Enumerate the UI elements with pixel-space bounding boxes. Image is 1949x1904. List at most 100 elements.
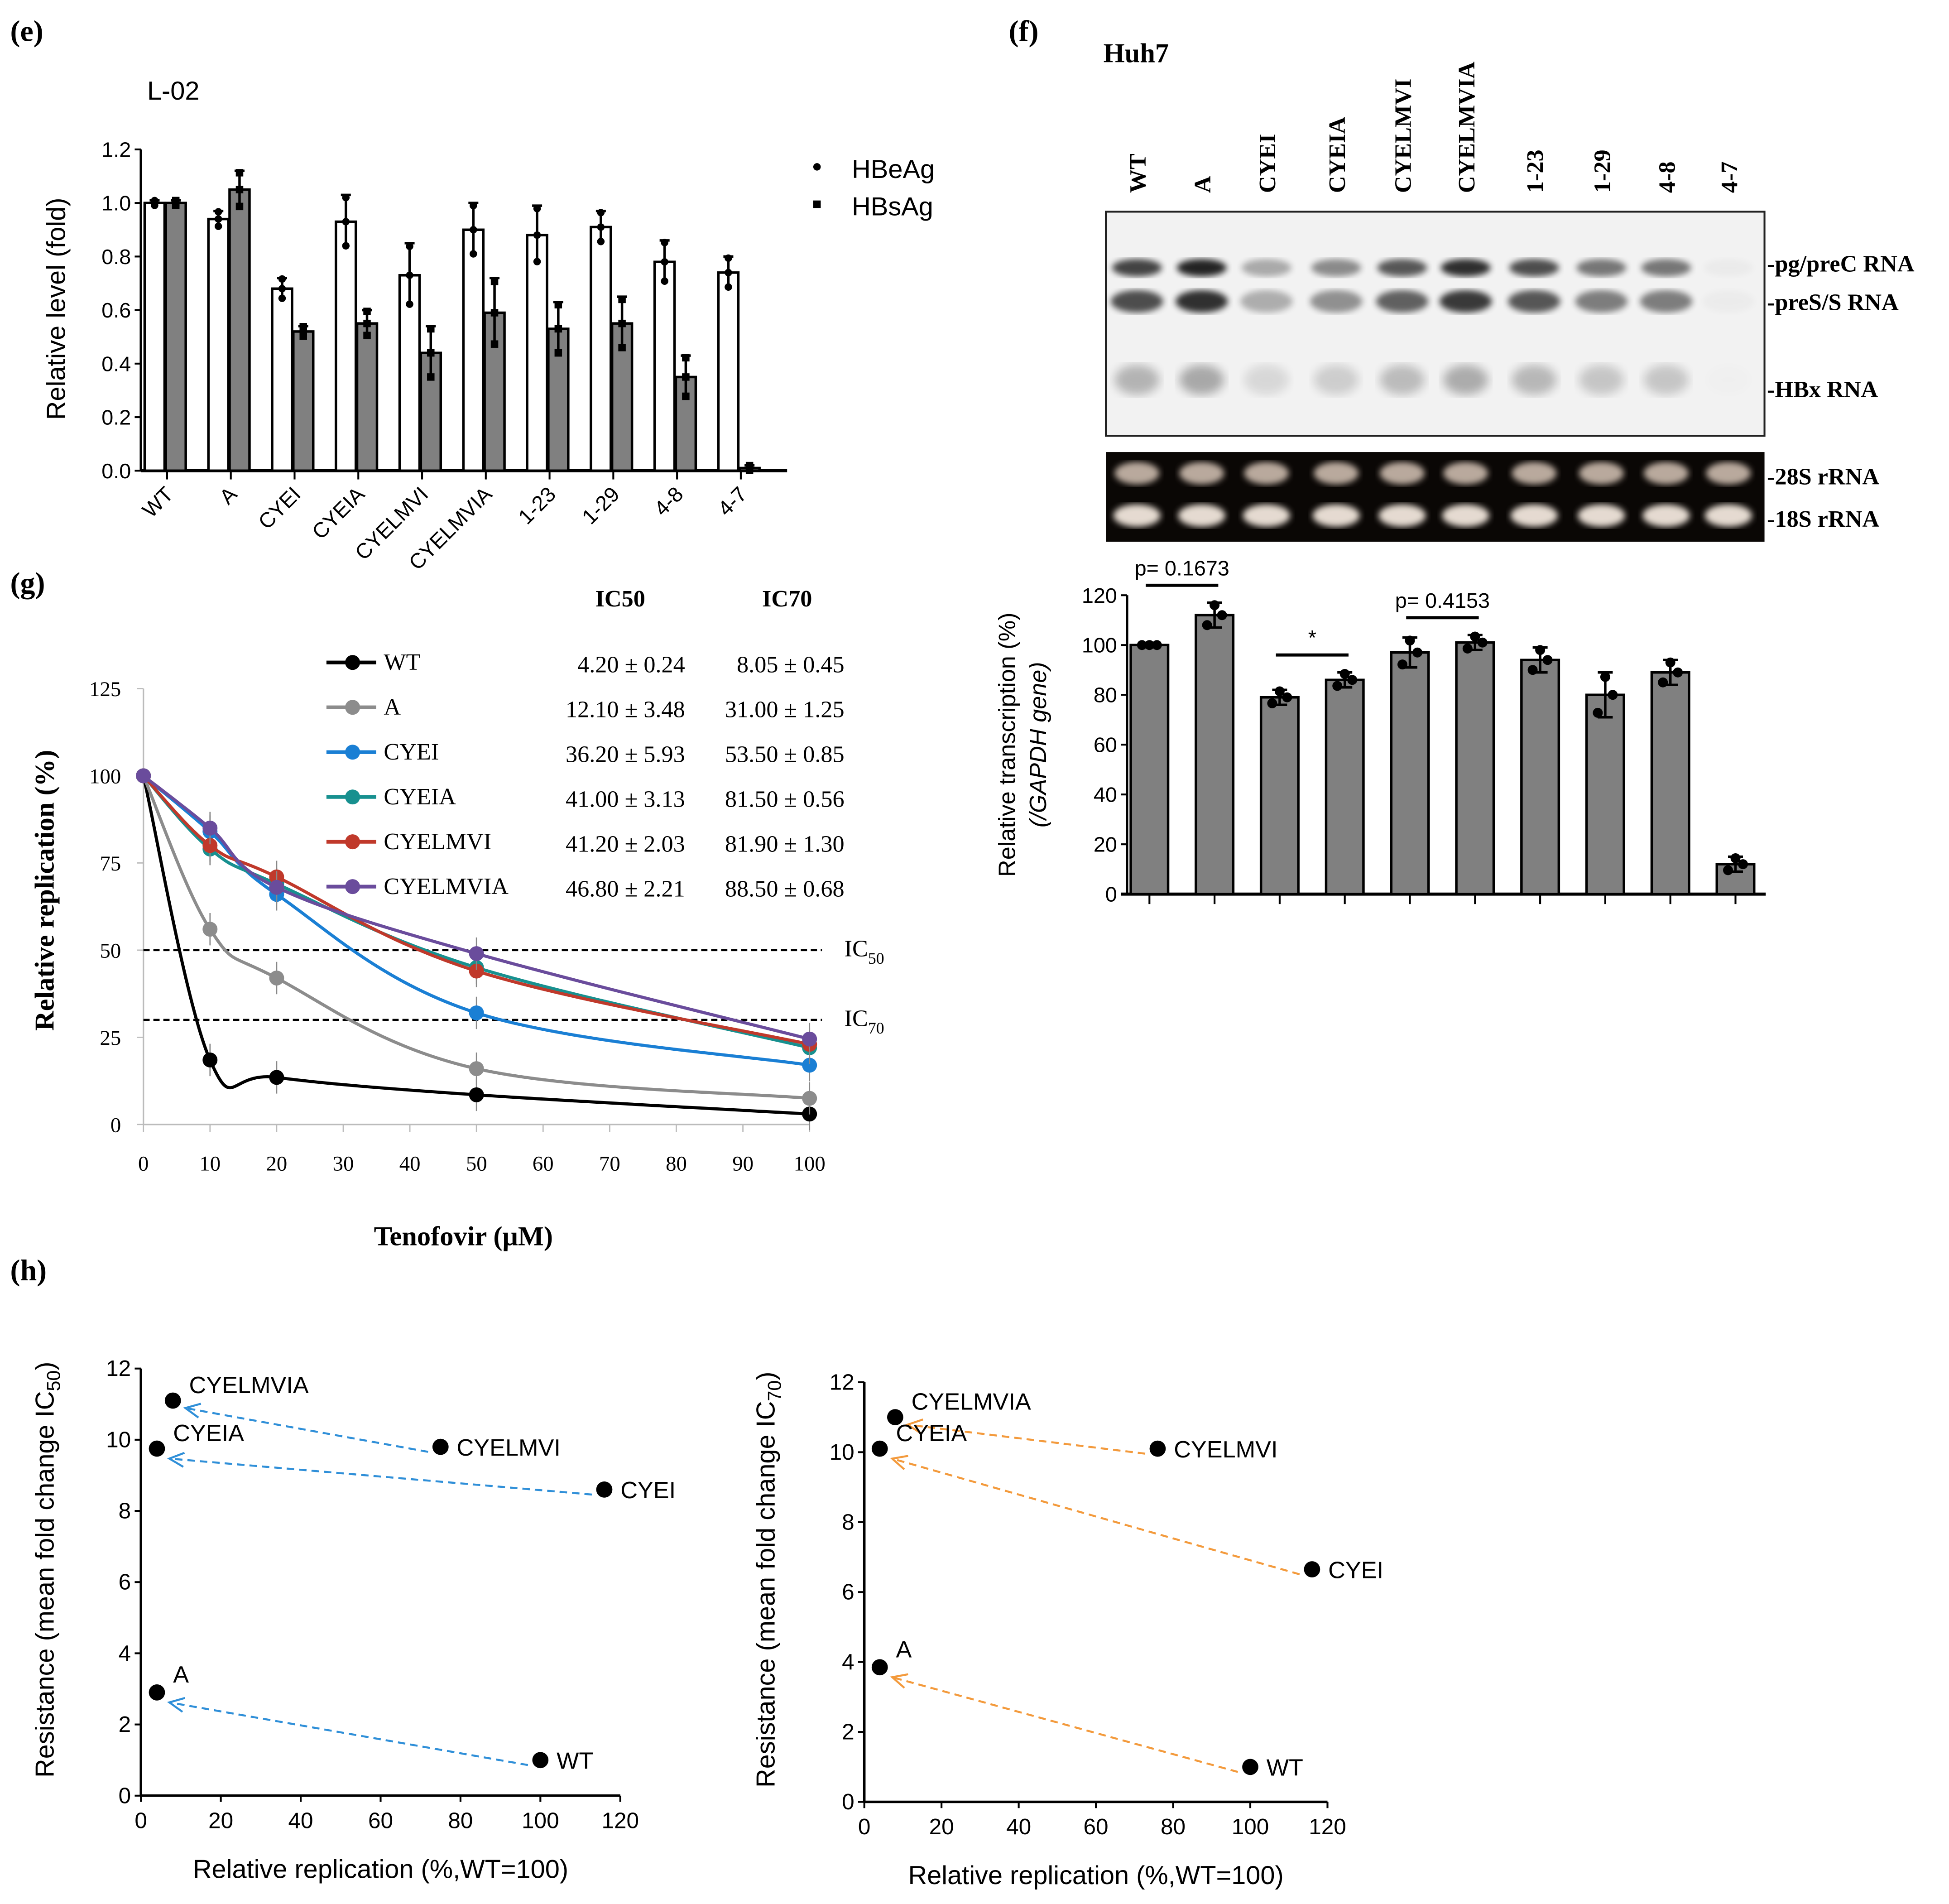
data-point [1202,620,1212,630]
x-axis-label: Relative replication (%,WT=100) [908,1861,1283,1890]
y-axis-label-end: ) [31,1361,60,1370]
band-28s [1379,462,1425,485]
data-point [490,340,499,348]
band-pgrna [1241,259,1291,277]
data-point-A [149,1684,165,1701]
legend-marker [345,834,360,850]
x-tick-label: 100 [794,1152,826,1176]
bar-CYEI [1259,696,1300,895]
band-label: -pg/preC RNA [1767,250,1915,277]
point-label: WT [557,1748,593,1774]
panel-f-northern-blot: Huh7 WT A CYEI CYEIA CYELMVI CYELMVIA 1-23 1-29 4… [1104,38,1915,542]
data-point [406,242,413,250]
y-tick-label: 8 [119,1499,131,1524]
arrowhead [905,1418,923,1434]
y-tick-label: 0.8 [101,245,131,269]
x-tick-label: CYEIA [307,482,370,544]
data-point [235,202,244,211]
data-point [554,325,562,333]
band-presrna [1176,290,1228,313]
lane-label: 1-29 [1589,149,1616,193]
x-tick-label: 40 [288,1808,313,1833]
data-point [618,319,626,327]
y-tick-label: 40 [1094,783,1117,807]
x-tick-label: A [215,482,241,509]
x-tick-label: 20 [266,1152,288,1176]
band-pgrna [1440,259,1491,277]
band-hbx [1314,365,1359,395]
data-point [1217,610,1227,620]
arrowhead [167,1697,185,1713]
bar-CYELMVI [1390,651,1430,895]
band-18s [1704,504,1752,527]
point-label: CYELMVI [457,1435,561,1461]
data-point-WT [532,1752,549,1769]
ic70-value: 31.00 ± 1.25 [725,697,845,723]
data-point-A [469,1061,484,1077]
data-point [618,344,626,351]
band-28s [1179,462,1224,485]
ic70-value: 88.50 ± 0.68 [725,876,845,902]
panel-label-g: (g) [10,567,45,600]
data-point [1738,859,1748,870]
x-tick-label: 80 [666,1152,687,1176]
data-point [661,258,668,266]
data-point-CYELMVIA [136,768,151,784]
data-point [470,202,477,210]
ic70-value: 8.05 ± 0.45 [737,652,845,678]
data-point [342,242,350,250]
x-tick-label: 1-23 [514,482,560,529]
data-point [1593,707,1603,718]
data-point [342,194,350,202]
x-tick-label: 90 [732,1152,754,1176]
legend-label: CYEIA [384,784,456,810]
y-axis-label: Relative transcription (%) [994,612,1020,876]
panel-label-f: (f) [1009,15,1039,48]
band-hbx [1579,365,1624,395]
data-point-CYEI [469,1005,484,1020]
x-tick-label: 30 [333,1152,354,1176]
data-point [427,349,435,357]
point-label: A [173,1662,189,1688]
band-hbx [1244,365,1289,395]
x-tick-label: WT [138,482,178,522]
data-point-WT [269,1070,284,1085]
bar-CYEIA [1325,678,1365,895]
band-28s [1314,462,1359,485]
bar-HBeAg [335,220,357,472]
band-28s [1579,462,1624,485]
data-point [406,271,413,279]
lane-label: 4-7 [1716,162,1743,193]
data-point [745,466,754,474]
band-18s [1312,504,1360,527]
data-point-WT [202,1052,218,1067]
bar-A [1195,614,1235,895]
band-presrna [1240,290,1293,313]
bar-HBsAg [164,202,187,472]
y-axis-label: Resistance (mean fold change IC50) [31,1361,64,1778]
legend-marker [345,879,360,894]
data-point [1339,669,1350,679]
bar-CYELMVIA [1455,641,1495,895]
x-axis-label: Relative replication (%,WT=100) [193,1855,568,1884]
legend-marker [345,789,360,805]
band-hbx [1512,365,1557,395]
ic50-value: 46.80 ± 2.21 [566,876,685,902]
ic70-value: 53.50 ± 0.85 [725,741,845,768]
y-tick-label: 80 [1094,683,1117,707]
band-18s [1113,504,1161,527]
band-presrna [1376,290,1429,313]
data-point [661,277,668,285]
lane-label: CYELMVI [1390,79,1416,193]
bar-HBeAg [143,202,166,472]
bar-HBeAg [207,217,230,472]
data-point [363,319,371,327]
rrna-label: -28S rRNA [1767,464,1879,490]
y-tick-label: 100 [1082,634,1117,657]
data-point-A [269,970,284,986]
band-pgrna [1311,259,1361,277]
y-tick-label: 100 [89,764,121,788]
y-axis-label: Relative replication (%) [30,750,60,1031]
data-point [1665,657,1675,668]
